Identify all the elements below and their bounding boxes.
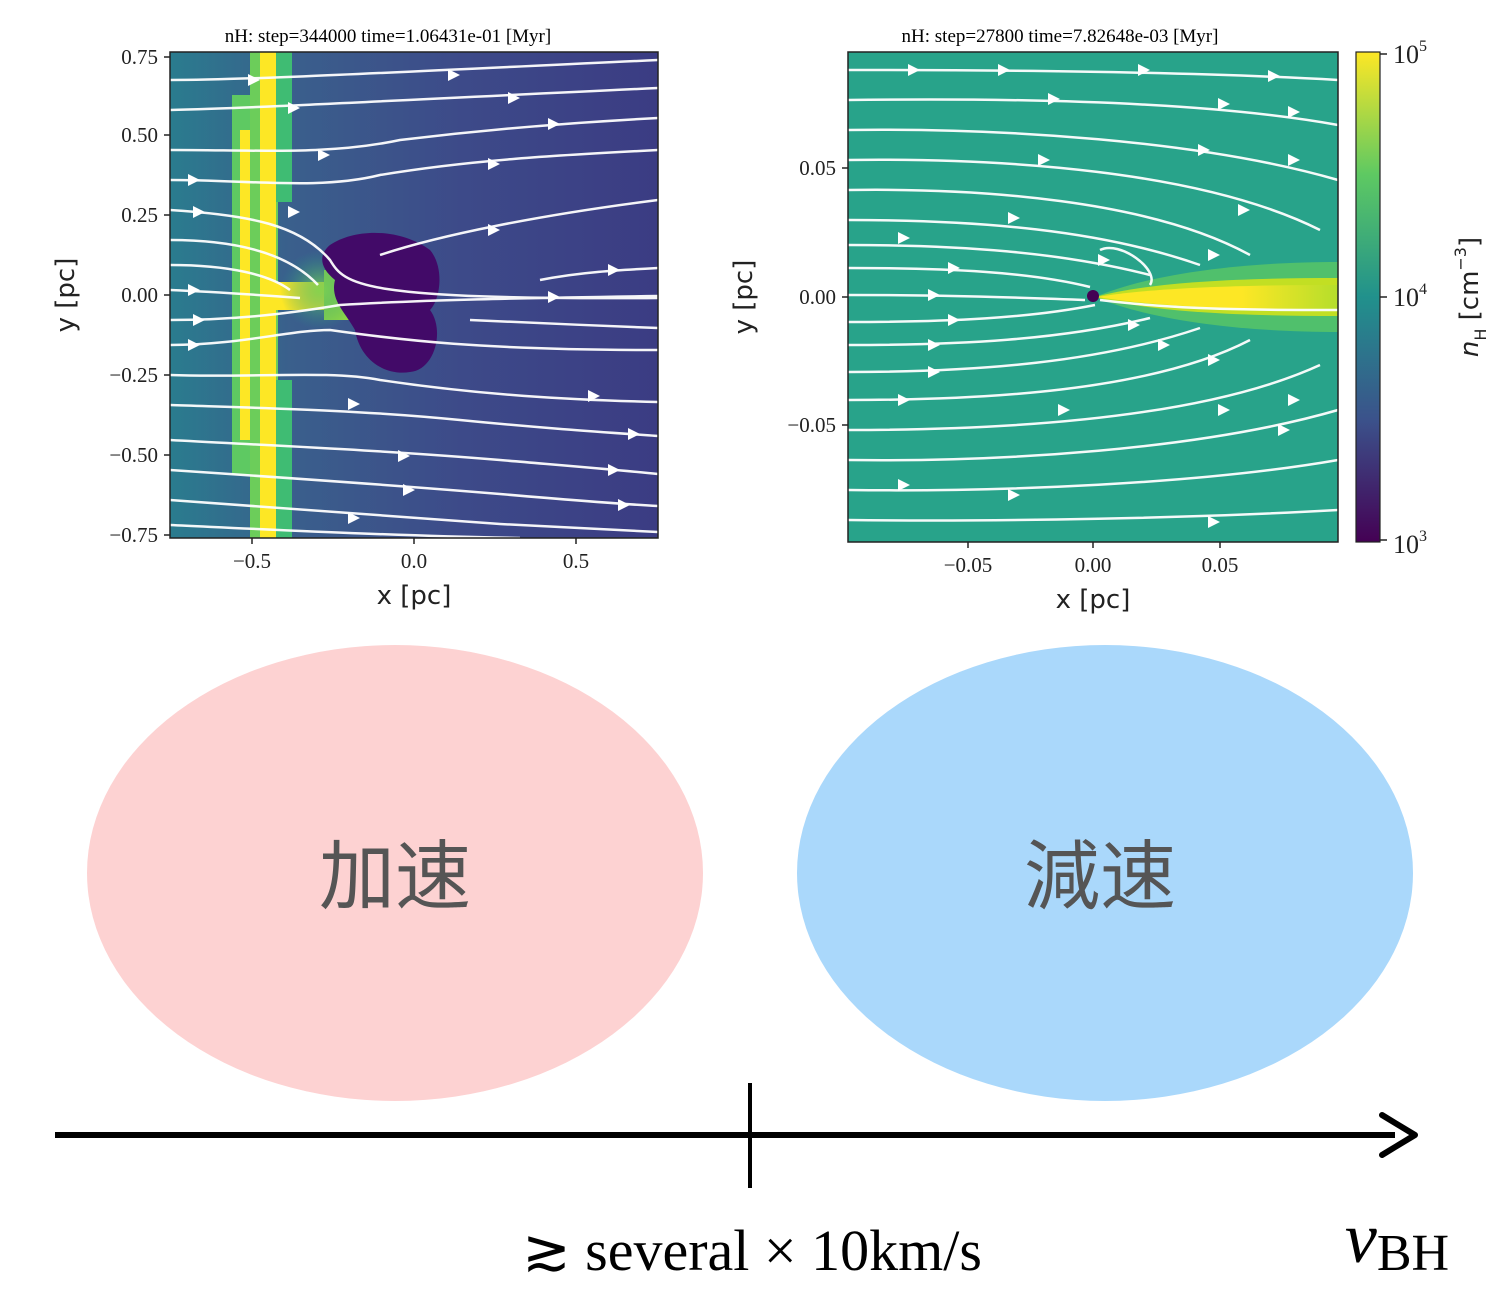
colorbar-tick-label: 103 — [1393, 528, 1427, 559]
deceleration-label: 減速 — [1024, 832, 1176, 921]
colorbar-tick-label: 105 — [1393, 38, 1427, 69]
black-hole-marker — [1087, 290, 1099, 302]
threshold-label: ≳ several × 10km/s — [522, 1218, 982, 1283]
left-x-axis-label: x [pc] — [377, 581, 452, 611]
left-y-axis-label: y [pc] — [51, 258, 81, 333]
left-ytick-label: −0.50 — [109, 443, 158, 467]
right-xtick-label: 0.00 — [1075, 553, 1112, 577]
right-ytick-label: 0.05 — [799, 156, 836, 180]
deceleration-region — [797, 645, 1413, 1101]
colorbar-label: nH [cm−3] — [1451, 237, 1490, 357]
right-x-axis-label: x [pc] — [1056, 585, 1131, 615]
right-y-tick-labels: 0.05 0.00 −0.05 — [787, 156, 836, 437]
regions: 加速 減速 — [87, 645, 1413, 1101]
right-panel: nH: step=27800 time=7.82648e-03 [Myr] — [729, 26, 1490, 615]
left-xtick-label: −0.5 — [233, 549, 271, 573]
left-dense-column — [232, 52, 360, 538]
right-x-tick-labels: −0.05 0.00 0.05 — [944, 553, 1239, 577]
right-ytick-label: 0.00 — [799, 285, 836, 309]
velocity-subscript: BH — [1377, 1225, 1449, 1282]
left-ytick-label: −0.75 — [109, 523, 158, 547]
velocity-variable-label: vBH — [1345, 1198, 1449, 1282]
right-y-ticks — [842, 167, 848, 426]
left-xtick-label: 0.0 — [401, 549, 427, 573]
acceleration-label: 加速 — [319, 832, 471, 921]
acceleration-region — [87, 645, 703, 1101]
left-ytick-label: 0.75 — [121, 45, 158, 69]
left-y-ticks — [164, 56, 170, 536]
colorbar: 105 104 103 nH [cm−3] — [1355, 38, 1490, 559]
left-ytick-label: −0.25 — [109, 363, 158, 387]
left-streamlines — [169, 58, 659, 540]
colorbar-gradient — [1355, 51, 1381, 543]
left-panel: nH: step=344000 time=1.06431e-01 [Myr] — [51, 26, 659, 611]
right-y-axis-label: y [pc] — [729, 260, 759, 335]
left-ytick-label: 0.00 — [121, 283, 158, 307]
right-ytick-label: −0.05 — [787, 413, 836, 437]
left-streamline-arrows — [188, 69, 640, 524]
right-xtick-label: 0.05 — [1202, 553, 1239, 577]
right-streamline-arrows — [898, 64, 1300, 528]
left-y-tick-labels: 0.75 0.50 0.25 0.00 −0.25 −0.50 −0.75 — [109, 45, 158, 547]
right-panel-title: nH: step=27800 time=7.82648e-03 [Myr] — [902, 26, 1219, 47]
left-panel-title: nH: step=344000 time=1.06431e-01 [Myr] — [225, 26, 551, 47]
left-x-tick-labels: −0.5 0.0 0.5 — [233, 549, 589, 573]
left-xtick-label: 0.5 — [563, 549, 589, 573]
right-xtick-label: −0.05 — [944, 553, 993, 577]
velocity-symbol: v — [1345, 1198, 1377, 1278]
right-x-ticks — [967, 542, 1221, 548]
left-x-ticks — [251, 538, 577, 544]
left-ytick-label: 0.25 — [121, 203, 158, 227]
left-ytick-label: 0.50 — [121, 123, 158, 147]
velocity-axis: ≳ several × 10km/s vBH — [55, 1083, 1449, 1283]
arrowhead-icon — [1379, 1112, 1418, 1158]
colorbar-tick-label: 104 — [1393, 281, 1427, 312]
